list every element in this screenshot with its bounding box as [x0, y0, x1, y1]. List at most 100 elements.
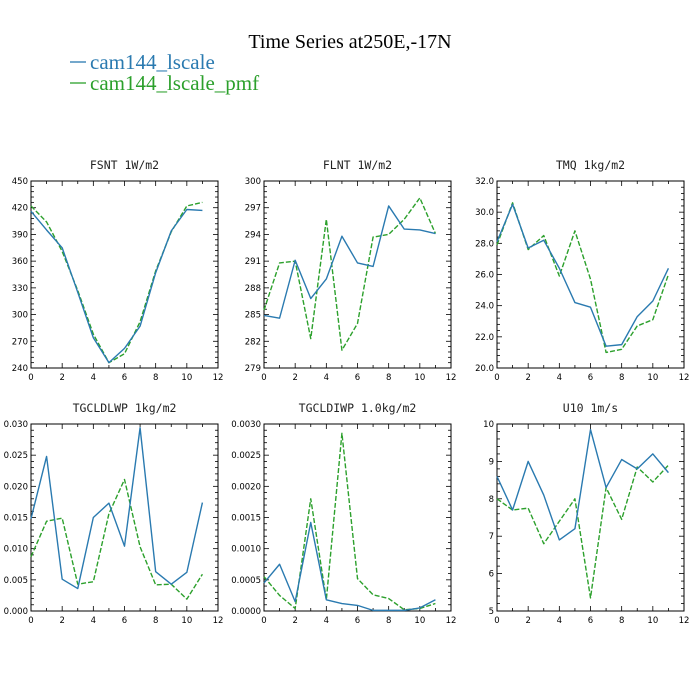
x-tick-label: 0 [28, 616, 33, 626]
series-line-lscale-pmf [30, 478, 204, 600]
y-tick-label: 5 [489, 607, 494, 617]
y-tick-label: 450 [12, 177, 28, 187]
series-line-lscale-pmf [496, 464, 669, 599]
legend-label-lscale-pmf: cam144_lscale_pmf [90, 71, 259, 95]
panel-title: U10 1m/s [563, 401, 618, 415]
y-tick-label: 0.000 [4, 607, 28, 617]
y-tick-label: 0.0010 [231, 545, 261, 555]
chart-panels: FSNT 1W/m20 2 4 6 8 10 12240270300330360390420… [4, 158, 690, 626]
x-tick-label: 8 [153, 373, 158, 383]
x-tick-label: 2 [525, 616, 530, 626]
y-tick-label: 9 [489, 457, 494, 467]
x-tick-label: 6 [588, 616, 593, 626]
x-tick-label: 0 [494, 616, 499, 626]
series-line-lscale-pmf [263, 197, 437, 351]
y-tick-label: 0.020 [4, 482, 28, 492]
legend-label-lscale: cam144_lscale [90, 50, 215, 74]
x-tick-label: 8 [386, 373, 391, 383]
chart-panel-6: U10 1m/s 0 2 4 6 8 10 12 5 6 7 8 9 10 [483, 401, 689, 626]
x-tick-label: 6 [588, 373, 593, 383]
y-tick-label: 0.0000 [231, 607, 261, 617]
x-tick-label: 8 [386, 616, 391, 626]
y-tick-label: 0.0020 [231, 482, 261, 492]
y-tick-label: 240 [12, 364, 28, 374]
series-line-lscale-pmf [263, 432, 436, 611]
legend-entry-lscale: cam144_lscale [70, 50, 215, 74]
y-tick-label: 0.0015 [231, 514, 261, 524]
y-tick-label: 20.0 [475, 364, 494, 374]
y-tick-label: 0.0005 [231, 576, 261, 586]
series-line-lscale [30, 427, 204, 590]
x-tick-label: 12 [446, 616, 457, 626]
plot-frame [496, 180, 685, 369]
y-tick-label: 300 [245, 177, 261, 187]
y-tick-label: 390 [12, 230, 28, 240]
x-tick-label: 2 [59, 373, 64, 383]
x-tick-label: 12 [213, 373, 224, 383]
y-tick-label: 7 [489, 532, 494, 542]
chart-panel-4: TGCLDLWP 1kg/m2 0 2 4 6 8 10 12 0.000 0.005 0.010 0… [4, 401, 224, 626]
y-tick-label: 291 [245, 257, 261, 267]
x-tick-label: 6 [355, 373, 360, 383]
y-tick-label: 360 [12, 257, 28, 267]
y-tick-label: 0.015 [4, 514, 28, 524]
y-tick-label: 300 [12, 311, 28, 321]
y-tick-label: 270 [12, 337, 28, 347]
legend-entry-lscale-pmf: cam144_lscale_pmf [70, 71, 259, 95]
chart-panel-3: TMQ 1kg/m2 0 2 4 6 8 10 12 20.0 22.0 24.0 26.0 28.0 3… [475, 158, 689, 383]
y-tick-label: 288 [245, 284, 261, 294]
y-tick-label: 24.0 [475, 302, 494, 312]
x-tick-label: 2 [59, 616, 64, 626]
y-tick-label: 30.0 [475, 208, 494, 218]
x-tick-label: 10 [647, 616, 658, 626]
y-tick-label: 0.0025 [231, 451, 261, 461]
panel-title: TMQ 1kg/m2 [556, 158, 625, 172]
x-tick-label: 8 [619, 373, 624, 383]
legend: cam144_lscale cam144_lscale_pmf [70, 50, 259, 95]
y-tick-label: 0.0030 [231, 420, 261, 430]
x-tick-label: 0 [494, 373, 499, 383]
y-tick-label: 0.025 [4, 451, 28, 461]
x-tick-label: 10 [414, 616, 425, 626]
chart-panel-5: TGCLDIWP 1.0kg/m2 0 2 4 6 8 10 12 0.0000 0.0005 0.… [231, 401, 456, 626]
y-tick-label: 285 [245, 311, 261, 321]
x-tick-label: 8 [153, 616, 158, 626]
y-tick-label: 10 [483, 420, 494, 430]
panel-title: FLNT 1W/m2 [323, 158, 392, 172]
y-tick-label: 420 [12, 204, 28, 214]
y-tick-label: 8 [489, 495, 494, 505]
y-tick-label: 28.0 [475, 239, 494, 249]
series-line-lscale [263, 205, 436, 319]
plot-frame [30, 423, 219, 612]
y-tick-label: 330 [12, 284, 28, 294]
panel-title: TGCLDLWP 1kg/m2 [73, 401, 177, 415]
y-tick-label: 294 [245, 230, 261, 240]
y-tick-label: 0.010 [4, 545, 28, 555]
y-tick-label: 0.005 [4, 576, 28, 586]
chart-panel-1: FSNT 1W/m2 0 2 4 6 8 10 12 240 270 300 330 360 390 420… [12, 158, 224, 383]
series-line-lscale [30, 208, 203, 364]
series-line-lscale [263, 521, 436, 612]
x-tick-label: 0 [28, 373, 33, 383]
x-tick-label: 4 [324, 373, 329, 383]
x-tick-label: 6 [122, 616, 127, 626]
x-tick-label: 6 [355, 616, 360, 626]
y-tick-label: 32.0 [475, 177, 494, 187]
x-tick-label: 8 [619, 616, 624, 626]
x-tick-label: 2 [525, 373, 530, 383]
series-line-lscale-pmf [496, 202, 670, 354]
y-tick-label: 282 [245, 337, 261, 347]
x-tick-label: 12 [213, 616, 224, 626]
panel-title: FSNT 1W/m2 [90, 158, 159, 172]
x-tick-label: 4 [91, 373, 96, 383]
x-tick-label: 10 [414, 373, 425, 383]
x-tick-label: 0 [261, 373, 266, 383]
x-tick-label: 12 [446, 373, 457, 383]
x-tick-label: 10 [647, 373, 658, 383]
chart-panel-2: FLNT 1W/m2 0 2 4 6 8 10 12 279 282 285 288 291 294 297… [245, 158, 457, 383]
x-tick-label: 0 [261, 616, 266, 626]
x-tick-label: 4 [557, 616, 562, 626]
y-tick-label: 6 [489, 570, 494, 580]
x-tick-label: 10 [181, 616, 192, 626]
